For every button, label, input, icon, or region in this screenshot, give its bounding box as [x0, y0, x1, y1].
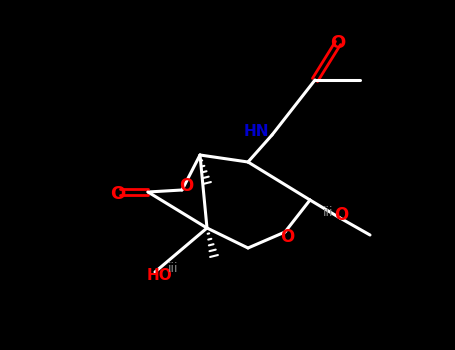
Text: O: O [280, 228, 294, 246]
Text: iii: iii [323, 205, 333, 218]
Text: O: O [179, 177, 193, 195]
Text: O: O [334, 206, 348, 224]
Text: HO: HO [146, 268, 172, 284]
Text: O: O [111, 185, 126, 203]
Text: HN: HN [243, 124, 269, 139]
Text: O: O [330, 34, 346, 52]
Text: iii: iii [168, 262, 178, 275]
